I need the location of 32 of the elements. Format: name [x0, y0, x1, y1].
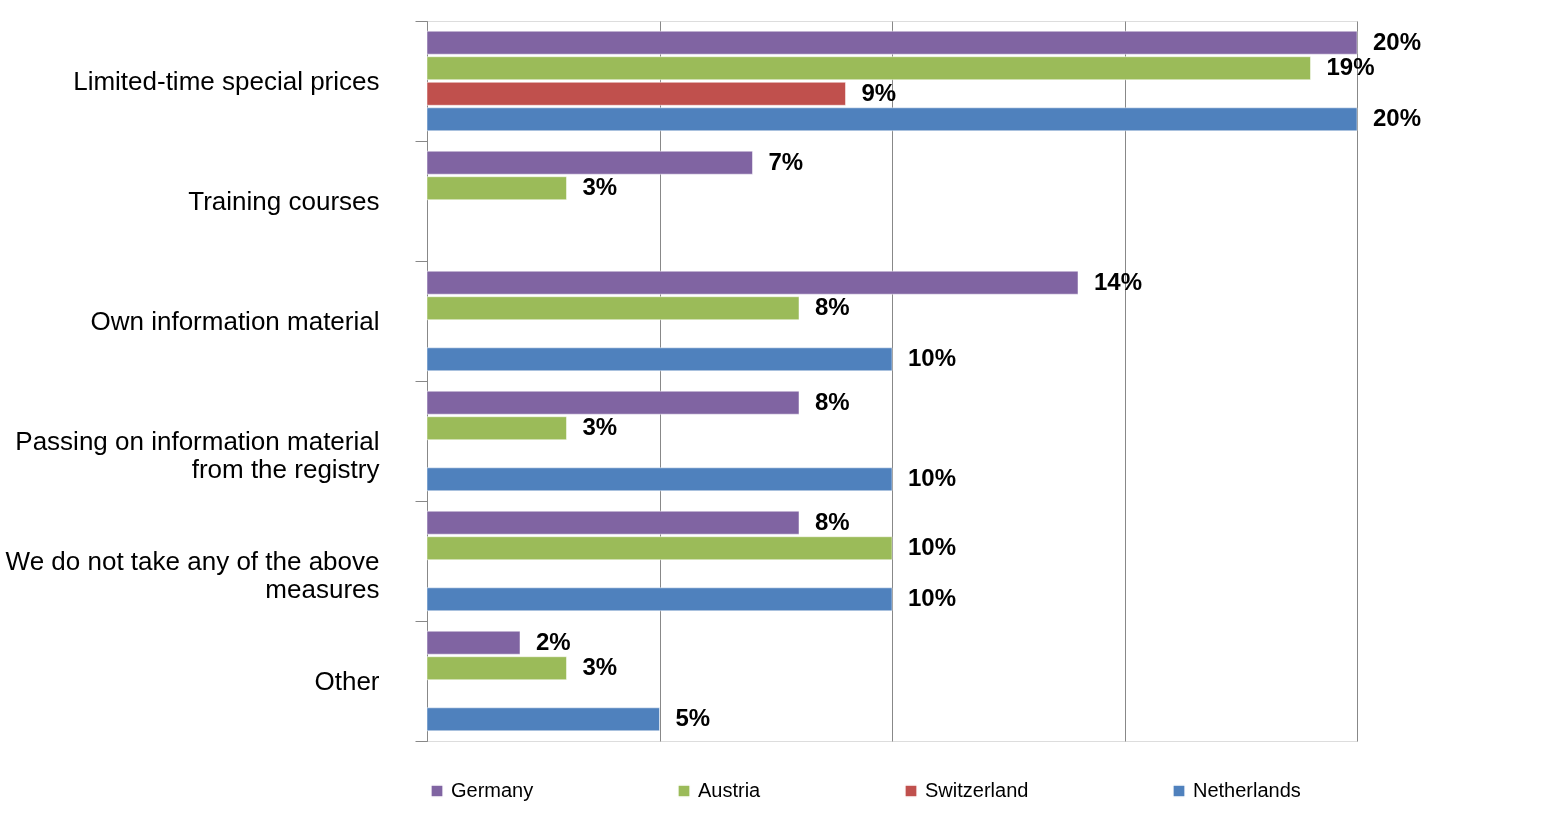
data-label: 10% — [908, 464, 957, 492]
data-label: 8% — [815, 293, 850, 321]
legend-label: Austria — [698, 779, 762, 801]
data-label: 7% — [768, 147, 804, 175]
data-label: 8% — [815, 507, 850, 535]
bar — [426, 347, 893, 372]
y-tick-label: Own information material — [90, 305, 380, 336]
data-label: 10% — [908, 344, 957, 372]
data-label: 8% — [815, 387, 850, 415]
y-tick-label: Passing on information material from the registry — [15, 425, 380, 484]
bar — [426, 587, 893, 612]
y-tick-label: Training courses — [188, 185, 380, 216]
legend-label: Germany — [451, 779, 534, 801]
y-tick-label: Other — [314, 665, 380, 696]
data-label: 3% — [582, 173, 618, 201]
legend-label: Netherlands — [1193, 779, 1301, 801]
y-tick-label: We do not take any of the above measures — [5, 545, 380, 604]
data-label: 10% — [908, 533, 957, 561]
data-label: 20% — [1373, 104, 1422, 132]
data-label: 3% — [582, 413, 618, 441]
data-label: 19% — [1326, 53, 1375, 81]
bar — [426, 707, 660, 732]
data-label: 9% — [861, 78, 897, 106]
y-tick-label: Limited-time special prices — [73, 65, 380, 96]
bar — [426, 467, 893, 492]
data-label: 2% — [536, 627, 571, 655]
data-label: 14% — [1094, 267, 1143, 295]
data-label: 20% — [1373, 27, 1422, 55]
data-label: 3% — [582, 653, 618, 681]
data-label: 10% — [908, 584, 957, 612]
legend-label: Switzerland — [925, 779, 1029, 801]
data-label: 5% — [675, 704, 711, 732]
